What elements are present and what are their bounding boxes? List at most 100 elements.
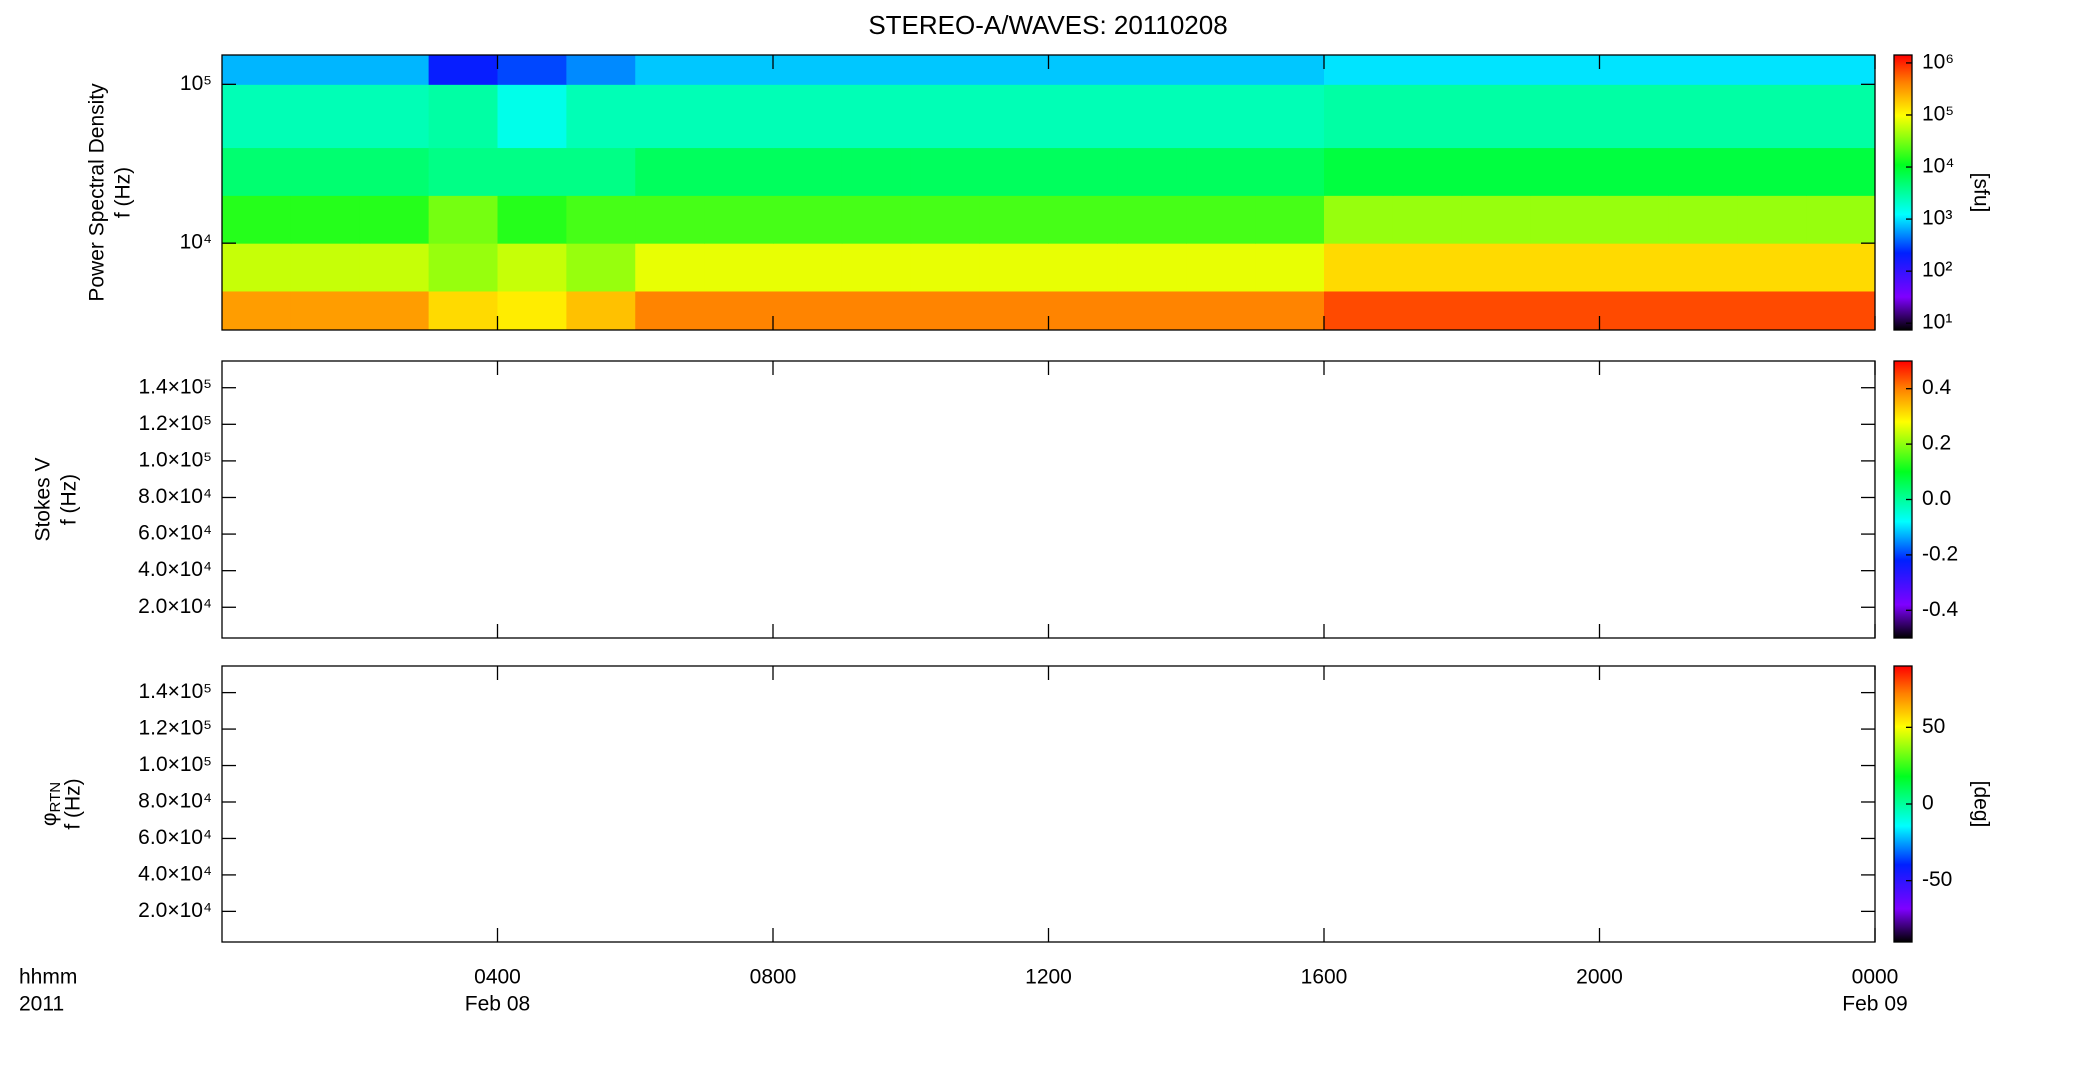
spectrogram-cell [773,84,843,149]
spectrogram-cell [1392,147,1463,196]
spectrogram-cell [566,147,636,196]
spectrogram-cell [910,195,981,244]
spectrogram-cell [1530,84,1600,149]
spectrogram-cell [428,84,498,149]
spectrogram-cell [428,55,498,85]
spectrogram-cell [1324,147,1394,196]
spectrogram-cell [910,84,981,149]
spectrogram-cell [1117,84,1187,149]
spectrogram-cell [290,84,361,149]
y-tick-label: 1.0×10⁵ [138,753,212,776]
x-axis-label: hhmm [19,966,77,989]
spectrogram-cell [1324,195,1394,244]
spectrogram-cell [428,147,498,196]
colorbar-tick-label: 10³ [1922,207,1952,230]
colorbar-tick-label: 0.2 [1922,432,1951,455]
y-tick-label: 1.4×10⁵ [138,375,212,398]
spectrogram-cell [222,147,292,196]
spectrogram-cell [910,243,981,292]
y-tick-label: 10⁴ [180,231,212,254]
spectrogram-cell [1048,84,1118,149]
y-tick-label: 4.0×10⁴ [138,862,212,885]
colorbar [1893,54,1913,331]
y-axis-label-subscript: RTN [47,782,64,813]
spectrogram-cell [1668,243,1738,292]
spectrogram-cell [566,195,636,244]
spectrogram-cell [1392,84,1463,149]
spectrogram-cell [1806,243,1876,292]
spectrogram-cell [773,55,843,85]
spectrogram-cell [497,195,567,244]
colorbar-tick-label: 10² [1922,259,1952,282]
spectrogram-cell [979,147,1049,196]
spectrogram-cell [704,290,774,331]
spectrogram-cell [1599,55,1669,85]
spectrogram-cell [1186,290,1256,331]
colorbar-label: [deg] [1969,781,1992,828]
spectrogram-cell [290,195,361,244]
spectrogram-cell [1599,290,1669,331]
spectrogram-cell [1599,147,1669,196]
colorbar-tick-label: 10¹ [1922,311,1952,334]
spectrogram-cell [910,55,981,85]
spectrogram-cell [635,55,705,85]
spectrogram-cell [841,84,912,149]
spectrogram-cell [1737,147,1807,196]
spectrogram-cell [1255,195,1325,244]
spectrogram-cell [704,243,774,292]
spectrogram-cell [635,147,705,196]
spectrogram-cell [222,195,292,244]
spectrogram-cell [1324,84,1394,149]
colorbar-tick-label: 0.0 [1922,487,1951,510]
spectrogram-cell [773,147,843,196]
x-tick-date: Feb 08 [465,993,530,1016]
spectrogram-cell [704,147,774,196]
spectrogram-cell [1530,243,1600,292]
spectrogram-cell [222,84,292,149]
spectrogram-cell [1806,84,1876,149]
y-tick-label: 2.0×10⁴ [138,899,212,922]
spectrogram-cell [222,290,292,331]
spectrogram-cell [1048,147,1118,196]
spectrogram-cell [979,243,1049,292]
spectrogram-cell [1806,290,1876,331]
spectrogram-cell [1048,195,1118,244]
spectrogram-cell [1117,195,1187,244]
spectrogram-cell [290,290,361,331]
x-axis-label: 2011 [19,993,64,1016]
spectrogram-cell [910,147,981,196]
spectrogram-cell [1668,55,1738,85]
spectrogram-cell [222,55,292,85]
y-tick-label: 6.0×10⁴ [138,826,212,849]
spectrogram-cell [290,243,361,292]
y-axis-label: f (Hz) [112,167,135,218]
spectrogram-cell [1668,84,1738,149]
spectrogram-cell [841,55,912,85]
y-tick-label: 4.0×10⁴ [138,558,212,581]
spectrogram-cell [1461,290,1532,331]
spectrogram-cell [704,55,774,85]
x-tick-label: 0400 [474,966,521,989]
spectrogram-cell [1530,290,1600,331]
colorbar-tick-label: 10⁶ [1922,50,1954,73]
spectrogram-cell [704,84,774,149]
spectrogram-cell [1186,84,1256,149]
spectrogram-cell [1668,195,1738,244]
y-axis-label: f (Hz) [62,778,85,829]
spectrogram-cell [1324,55,1394,85]
spectrogram-cell [841,290,912,331]
spectrogram-cell [841,195,912,244]
x-tick-label: 1600 [1301,966,1348,989]
spectrogram-cell [1255,243,1325,292]
spectrogram-cell [1668,290,1738,331]
spectrogram-cell [635,243,705,292]
colorbar-tick-label: 50 [1922,715,1945,738]
colorbar-tick-label: -0.4 [1922,598,1959,621]
y-tick-label: 8.0×10⁴ [138,485,212,508]
spectrogram-cell [1324,243,1394,292]
spectrogram-cell [1806,195,1876,244]
y-tick-label: 1.2×10⁵ [138,412,212,435]
x-tick-label: 2000 [1576,966,1623,989]
spectrogram-cell [497,147,567,196]
colorbar-tick-label: 0 [1922,792,1934,815]
